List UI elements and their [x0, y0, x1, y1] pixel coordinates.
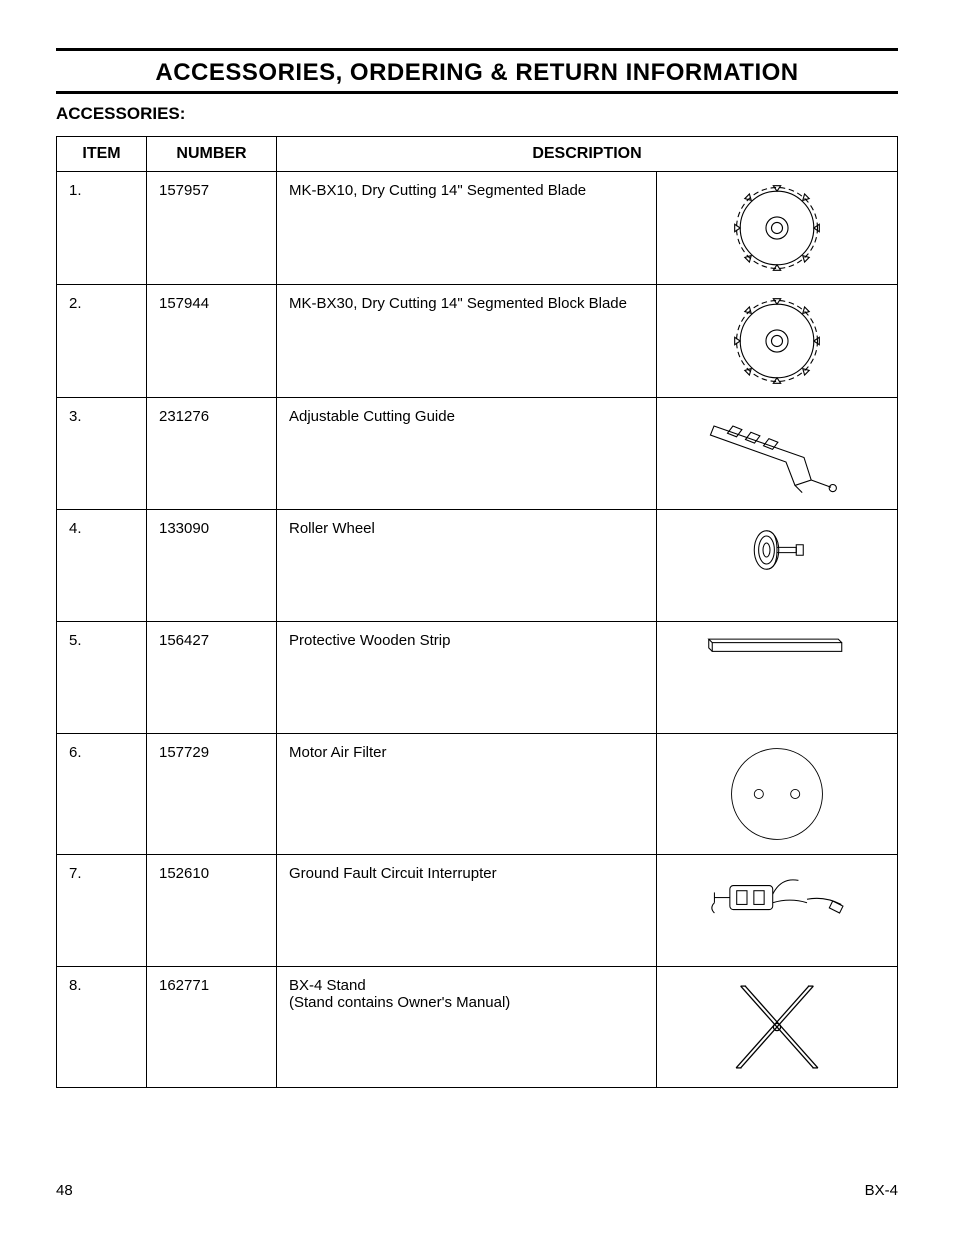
accessories-table: ITEM NUMBER DESCRIPTION 1. 157957 MK-BX1…	[56, 136, 898, 1088]
table-row: 4. 133090 Roller Wheel	[57, 510, 898, 622]
cell-image	[657, 172, 898, 285]
cell-description: Ground Fault Circuit Interrupter	[277, 855, 657, 967]
table-row: 8. 162771 BX-4 Stand (Stand contains Own…	[57, 967, 898, 1088]
cell-description: Motor Air Filter	[277, 734, 657, 855]
roller-wheel-icon	[742, 520, 812, 580]
cell-number: 231276	[147, 398, 277, 510]
footer-model: BX-4	[865, 1182, 898, 1199]
cell-item: 2.	[57, 285, 147, 398]
cell-image	[657, 510, 898, 622]
cell-description-line2: (Stand contains Owner's Manual)	[289, 994, 644, 1011]
page-title: ACCESSORIES, ORDERING & RETURN INFORMATI…	[56, 59, 898, 87]
title-underline	[56, 91, 898, 94]
segmented-blade-icon	[731, 182, 823, 274]
stand-icon	[727, 977, 827, 1077]
section-label: ACCESSORIES:	[56, 104, 898, 124]
cell-image	[657, 855, 898, 967]
table-row: 7. 152610 Ground Fault Circuit Interrupt…	[57, 855, 898, 967]
cutting-guide-icon	[702, 408, 852, 498]
cell-image	[657, 622, 898, 734]
air-filter-icon	[722, 744, 832, 844]
cell-number: 152610	[147, 855, 277, 967]
cell-item: 5.	[57, 622, 147, 734]
cell-item: 8.	[57, 967, 147, 1088]
table-row: 3. 231276 Adjustable Cutting Guide	[57, 398, 898, 510]
cell-number: 133090	[147, 510, 277, 622]
footer-page-number: 48	[56, 1182, 73, 1199]
wood-strip-icon	[707, 632, 847, 662]
cell-image	[657, 285, 898, 398]
cell-number: 162771	[147, 967, 277, 1088]
cell-item: 3.	[57, 398, 147, 510]
segmented-blade-icon	[731, 295, 823, 387]
cell-image	[657, 398, 898, 510]
cell-description: MK-BX30, Dry Cutting 14" Segmented Block…	[277, 285, 657, 398]
cell-number: 157729	[147, 734, 277, 855]
cell-item: 4.	[57, 510, 147, 622]
header-description: DESCRIPTION	[277, 137, 898, 172]
cell-item: 1.	[57, 172, 147, 285]
cell-description: Roller Wheel	[277, 510, 657, 622]
cell-image	[657, 734, 898, 855]
table-row: 6. 157729 Motor Air Filter	[57, 734, 898, 855]
header-item: ITEM	[57, 137, 147, 172]
cell-image	[657, 967, 898, 1088]
table-header-row: ITEM NUMBER DESCRIPTION	[57, 137, 898, 172]
gfci-icon	[702, 865, 852, 925]
header-number: NUMBER	[147, 137, 277, 172]
cell-item: 7.	[57, 855, 147, 967]
table-row: 2. 157944 MK-BX30, Dry Cutting 14" Segme…	[57, 285, 898, 398]
cell-description: BX-4 Stand (Stand contains Owner's Manua…	[277, 967, 657, 1088]
table-row: 5. 156427 Protective Wooden Strip	[57, 622, 898, 734]
top-rule	[56, 48, 898, 51]
page-footer: 48 BX-4	[56, 1182, 898, 1199]
cell-description: Protective Wooden Strip	[277, 622, 657, 734]
cell-description: Adjustable Cutting Guide	[277, 398, 657, 510]
table-row: 1. 157957 MK-BX10, Dry Cutting 14" Segme…	[57, 172, 898, 285]
cell-number: 157944	[147, 285, 277, 398]
cell-number: 156427	[147, 622, 277, 734]
cell-number: 157957	[147, 172, 277, 285]
cell-description-line1: BX-4 Stand	[289, 977, 366, 994]
cell-description: MK-BX10, Dry Cutting 14" Segmented Blade	[277, 172, 657, 285]
cell-item: 6.	[57, 734, 147, 855]
